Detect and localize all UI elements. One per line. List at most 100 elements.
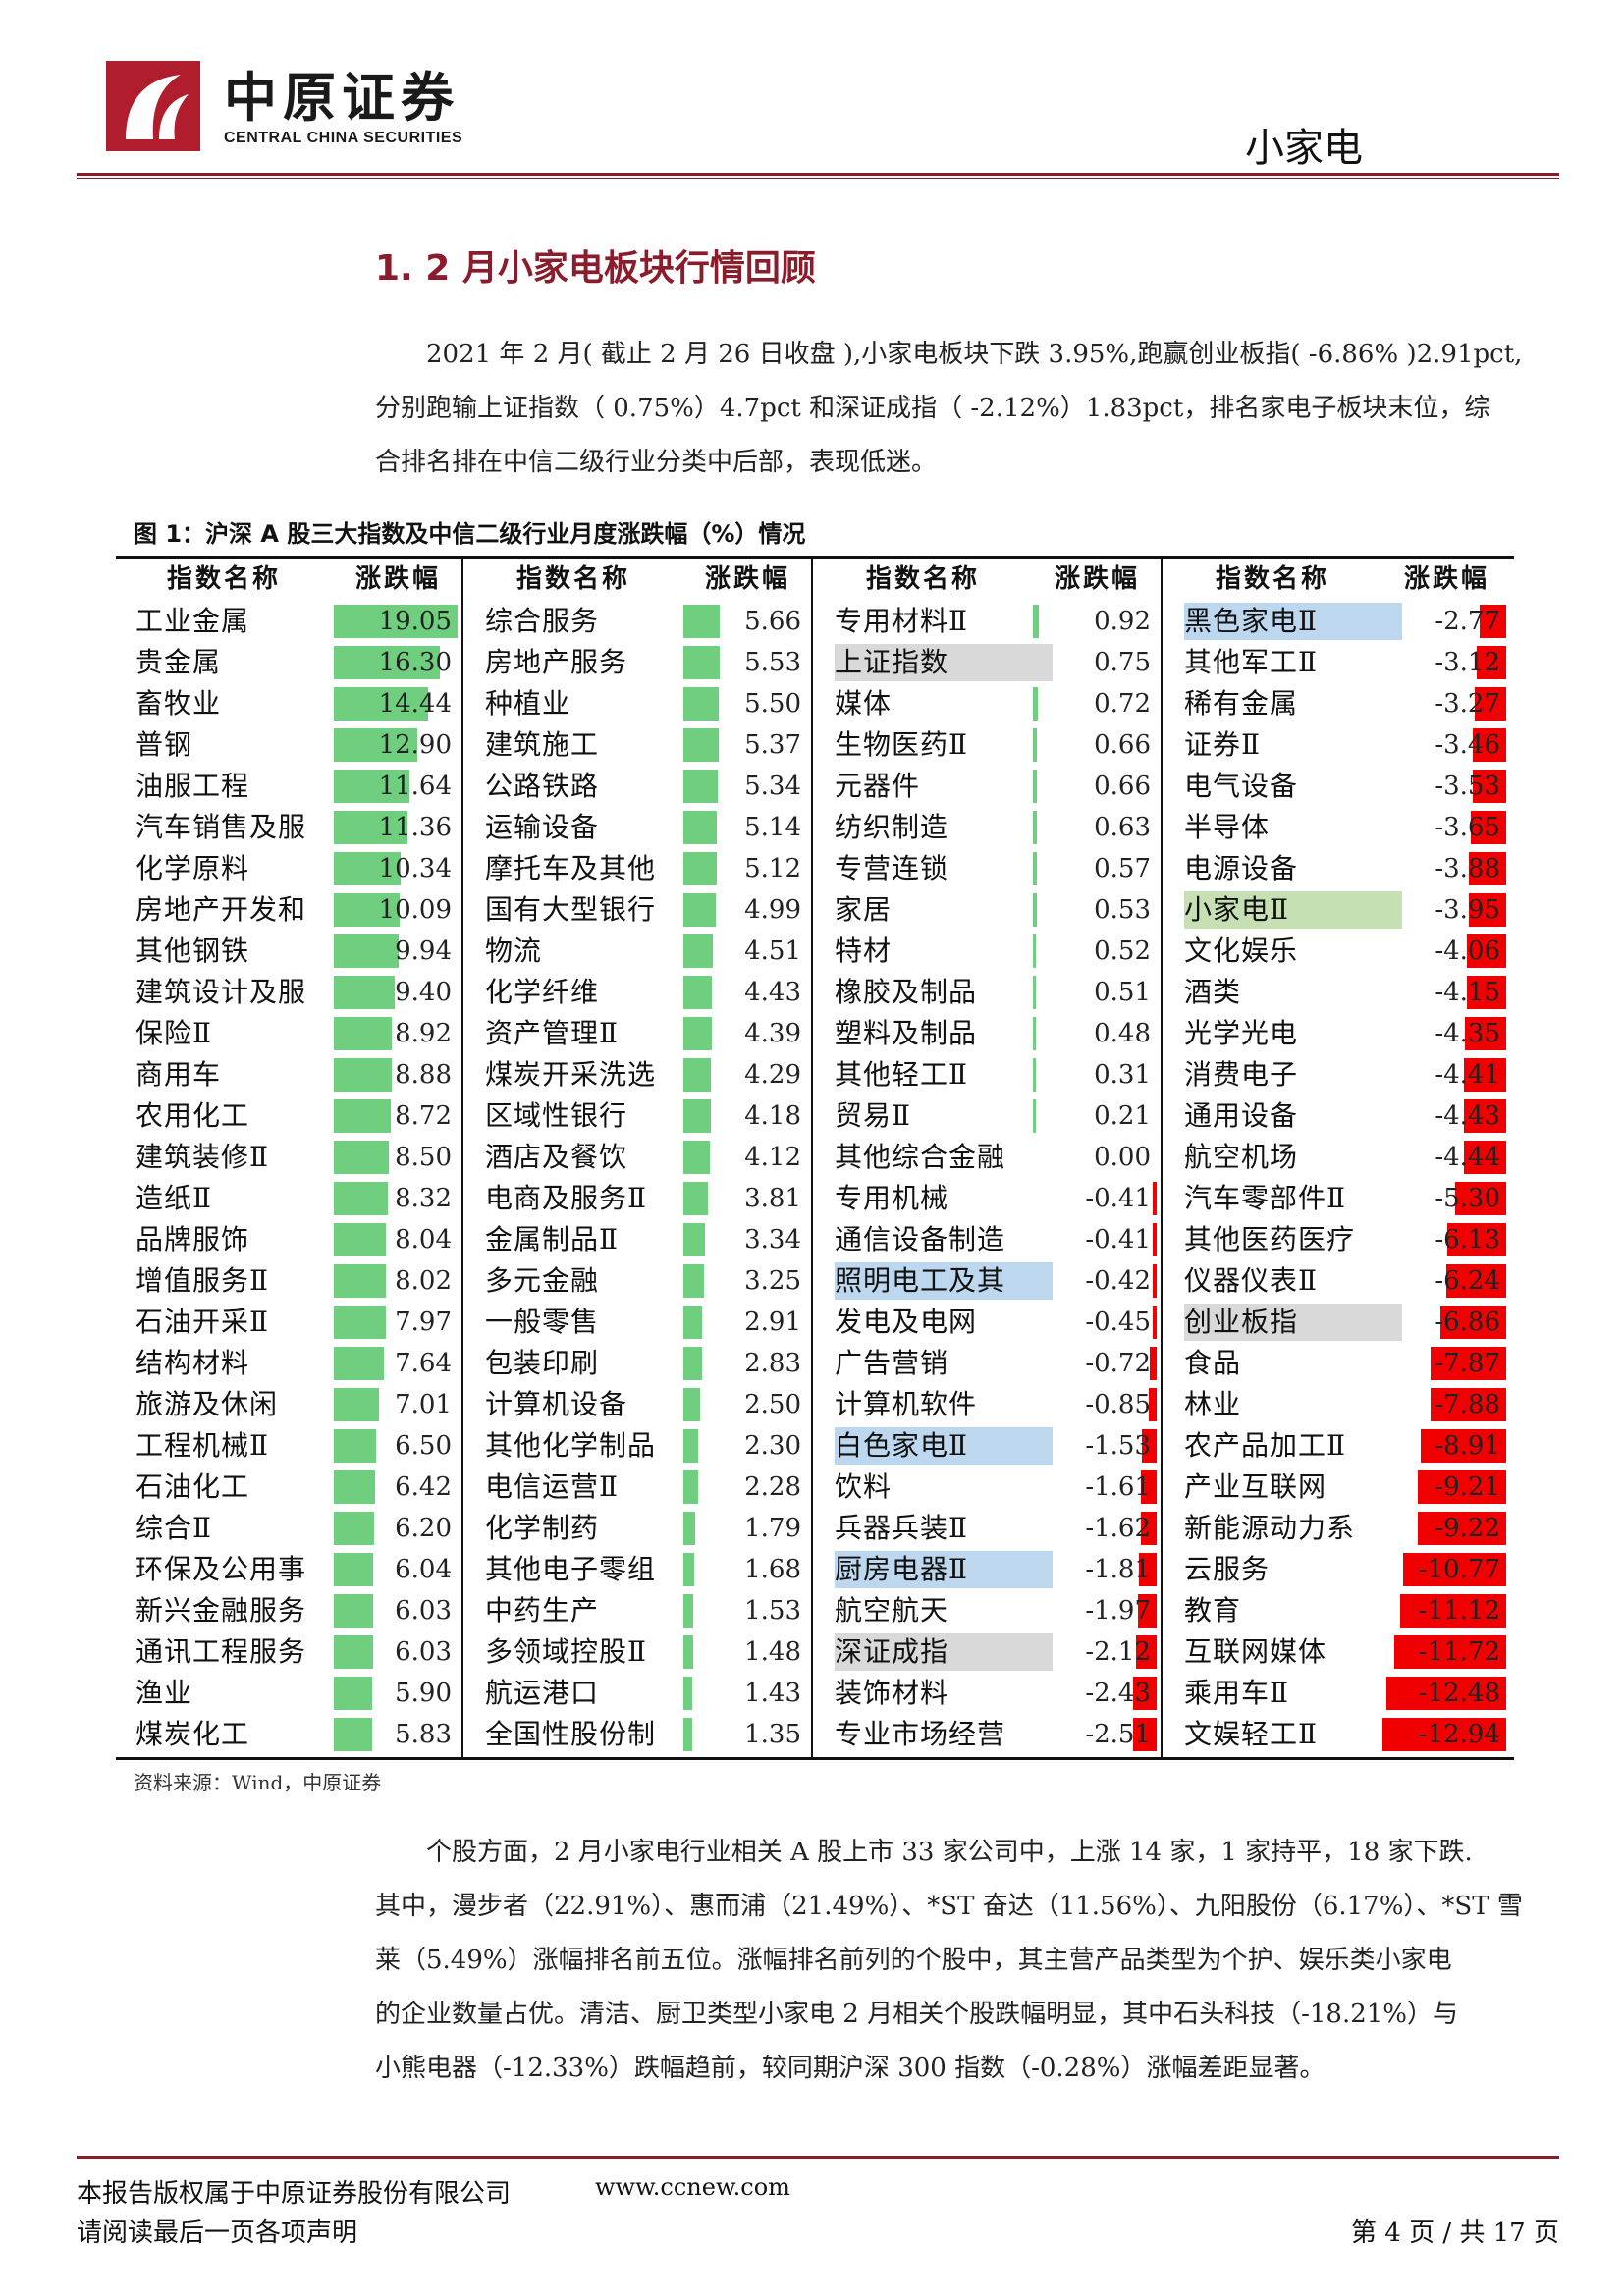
value-bar <box>1464 1099 1506 1133</box>
index-name: 白色家电Ⅱ <box>835 1427 1053 1465</box>
change-value: -3.65 <box>1435 813 1500 842</box>
intro-paragraph: 2021 年 2 月( 截止 2 月 26 日收盘 ),小家电板块下跌 3.95… <box>375 328 1553 490</box>
para2-line: 其中，漫步者（22.91%）、惠而浦（21.49%）、*ST 奋达（11.56%… <box>375 1892 1523 1921</box>
table-row: 环保及公用事 6.04 <box>116 1549 460 1590</box>
change-value: 5.53 <box>744 648 801 677</box>
table-row: 汽车销售及服 11.36 <box>116 807 460 848</box>
change-value: -0.41 <box>1085 1184 1151 1213</box>
table-row: 煤炭化工 5.83 <box>116 1714 460 1755</box>
table-row: 元器件 0.66 <box>815 766 1159 807</box>
table-row: 其他钢铁 9.94 <box>116 931 460 972</box>
change-value: 16.30 <box>378 648 452 677</box>
index-name: 文化娱乐 <box>1184 934 1299 967</box>
index-name: 林业 <box>1184 1388 1242 1420</box>
index-name: 国有大型银行 <box>485 893 657 926</box>
table-row: 公路铁路 5.34 <box>465 766 809 807</box>
change-value: 8.32 <box>395 1184 452 1213</box>
change-value: 11.36 <box>378 813 452 842</box>
table-row: 化学原料 10.34 <box>116 848 460 889</box>
value-bar <box>334 811 407 844</box>
value-bar <box>1386 1677 1506 1710</box>
value-bar <box>683 1677 692 1710</box>
value-bar <box>1033 934 1036 968</box>
footer-url-link[interactable]: www.ccnew.com <box>595 2173 790 2201</box>
section-title: 1. 2 月小家电板块行情回顾 <box>375 248 816 289</box>
table-row: 旅游及休闲 7.01 <box>116 1384 460 1425</box>
table-row: 煤炭开采洗选 4.29 <box>465 1054 809 1095</box>
table-row: 林业 -7.88 <box>1164 1384 1508 1425</box>
change-value: 0.63 <box>1094 813 1151 842</box>
table-row: 保险Ⅱ 8.92 <box>116 1013 460 1054</box>
change-value: -1.62 <box>1085 1514 1151 1543</box>
table-row: 生物医药Ⅱ 0.66 <box>815 724 1159 766</box>
table-row: 金属制品Ⅱ 3.34 <box>465 1219 809 1260</box>
table-row: 贸易Ⅱ 0.21 <box>815 1095 1159 1137</box>
column-divider <box>461 556 463 1759</box>
table-row: 农产品加工Ⅱ -8.91 <box>1164 1425 1508 1467</box>
change-value: -1.53 <box>1085 1431 1151 1461</box>
value-bar <box>683 1017 712 1050</box>
value-bar <box>683 1099 711 1133</box>
table-row: 航空机场 -4.44 <box>1164 1137 1508 1178</box>
table-row: 工业金属 19.05 <box>116 601 460 642</box>
value-bar <box>334 1223 386 1256</box>
index-name: 畜牧业 <box>135 687 222 720</box>
change-value: 4.51 <box>744 936 801 966</box>
index-performance-table: 指数名称 涨跌幅 工业金属 19.05 贵金属 16.30 畜牧业 14.44 普钢 12.90 油… <box>116 554 1514 1759</box>
value-bar <box>1033 852 1037 885</box>
change-value: -3.95 <box>1435 895 1500 925</box>
value-bar <box>1455 1182 1506 1215</box>
table-row: 全国性股份制 1.35 <box>465 1714 809 1755</box>
change-value: 1.43 <box>744 1679 801 1708</box>
change-value: -0.85 <box>1085 1390 1151 1419</box>
change-value: 1.53 <box>744 1596 801 1626</box>
table-row: 橡胶及制品 0.51 <box>815 972 1159 1013</box>
change-value: 8.72 <box>395 1101 452 1131</box>
index-name: 创业板指 <box>1184 1304 1402 1341</box>
column-header-name: 指数名称 <box>1216 564 1330 594</box>
value-bar <box>1133 1718 1157 1751</box>
table-row: 半导体 -3.65 <box>1164 807 1508 848</box>
value-bar <box>334 1470 375 1504</box>
table-column-block: 指数名称 涨跌幅 工业金属 19.05 贵金属 16.30 畜牧业 14.44 普钢 12.90 油… <box>116 554 460 1759</box>
change-value: -12.94 <box>1418 1720 1500 1749</box>
column-divider <box>1161 556 1163 1759</box>
index-name: 金属制品Ⅱ <box>485 1223 620 1255</box>
change-value: 7.97 <box>395 1308 452 1337</box>
table-column-block: 指数名称 涨跌幅 黑色家电Ⅱ -2.77 其他军工Ⅱ -3.12 稀有金属 -3.27 证券Ⅱ -… <box>1164 554 1508 1759</box>
value-bar <box>683 1388 700 1421</box>
change-value: -1.61 <box>1085 1472 1151 1502</box>
value-bar <box>683 1635 693 1669</box>
value-bar <box>1440 1306 1506 1339</box>
footer-rule <box>77 2156 1559 2159</box>
index-name: 通讯工程服务 <box>135 1635 307 1668</box>
index-name: 深证成指 <box>835 1633 1053 1671</box>
value-bar <box>1153 1306 1157 1339</box>
index-name: 汽车零部件Ⅱ <box>1184 1182 1347 1214</box>
change-value: -6.13 <box>1435 1225 1500 1255</box>
index-name: 通用设备 <box>1184 1099 1299 1132</box>
column-header-value: 涨跌幅 <box>1404 564 1490 594</box>
table-row: 石油化工 6.42 <box>116 1467 460 1508</box>
change-value: 2.83 <box>744 1349 801 1378</box>
index-name: 石油开采Ⅱ <box>135 1306 270 1338</box>
table-row: 专用机械 -0.41 <box>815 1178 1159 1219</box>
table-row: 资产管理Ⅱ 4.39 <box>465 1013 809 1054</box>
change-value: 0.51 <box>1094 978 1151 1007</box>
index-name: 资产管理Ⅱ <box>485 1017 620 1049</box>
index-name: 家居 <box>835 893 893 926</box>
index-name: 上证指数 <box>835 644 1053 681</box>
para2-line: 个股方面，2 月小家电行业相关 A 股上市 33 家公司中，上涨 14 家，1 … <box>426 1838 1473 1867</box>
value-bar <box>1467 934 1506 968</box>
index-name: 兵器兵装Ⅱ <box>835 1512 969 1544</box>
value-bar <box>1033 687 1038 721</box>
change-value: 6.03 <box>395 1596 452 1626</box>
index-name: 黑色家电Ⅱ <box>1184 603 1402 640</box>
column-header-name: 指数名称 <box>167 564 282 594</box>
change-value: 5.50 <box>744 689 801 719</box>
index-name: 一般零售 <box>485 1306 600 1338</box>
table-row: 光学光电 -4.35 <box>1164 1013 1508 1054</box>
index-name: 旅游及休闲 <box>135 1388 279 1420</box>
index-name: 商用车 <box>135 1058 222 1091</box>
value-bar <box>334 770 409 803</box>
